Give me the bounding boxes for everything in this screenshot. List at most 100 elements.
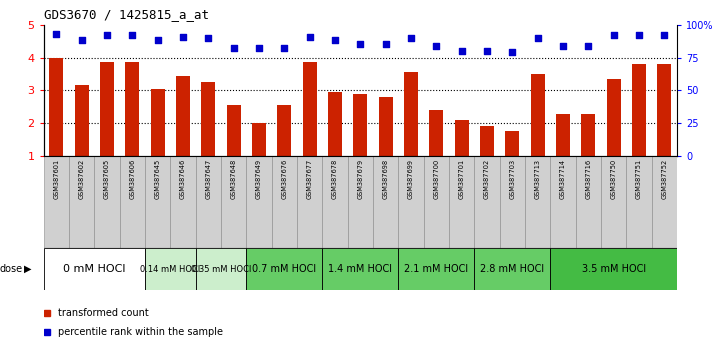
Text: ▶: ▶ bbox=[24, 264, 31, 274]
Text: GSM387605: GSM387605 bbox=[104, 159, 110, 199]
Text: 2.8 mM HOCl: 2.8 mM HOCl bbox=[480, 264, 545, 274]
Point bbox=[202, 35, 214, 41]
Text: GSM387702: GSM387702 bbox=[484, 159, 490, 199]
Bar bbox=[475, 156, 499, 248]
Bar bbox=[556, 114, 570, 156]
Point bbox=[582, 43, 594, 48]
Text: GSM387701: GSM387701 bbox=[459, 159, 464, 199]
Bar bbox=[606, 79, 621, 156]
Text: 2.1 mM HOCl: 2.1 mM HOCl bbox=[404, 264, 468, 274]
Text: GSM387716: GSM387716 bbox=[585, 159, 591, 199]
Bar bbox=[100, 62, 114, 156]
Bar bbox=[424, 156, 449, 248]
Bar bbox=[373, 156, 398, 248]
Point bbox=[329, 38, 341, 43]
Bar bbox=[632, 64, 646, 156]
Point bbox=[253, 46, 265, 51]
Point bbox=[507, 50, 518, 55]
Point bbox=[50, 31, 62, 37]
Text: GSM387699: GSM387699 bbox=[408, 159, 414, 199]
Bar bbox=[297, 156, 323, 248]
Bar bbox=[657, 64, 671, 156]
Bar bbox=[303, 62, 317, 156]
Text: 0.7 mM HOCl: 0.7 mM HOCl bbox=[253, 264, 317, 274]
Text: GSM387750: GSM387750 bbox=[611, 159, 617, 199]
Bar bbox=[449, 156, 475, 248]
Bar bbox=[202, 82, 215, 156]
Bar bbox=[550, 156, 576, 248]
Text: GSM387751: GSM387751 bbox=[636, 159, 642, 199]
Bar bbox=[246, 156, 272, 248]
Bar bbox=[221, 156, 246, 248]
Text: GSM387606: GSM387606 bbox=[130, 159, 135, 199]
Bar bbox=[480, 126, 494, 156]
Text: GSM387752: GSM387752 bbox=[661, 159, 668, 199]
Bar bbox=[272, 156, 297, 248]
Text: GSM387700: GSM387700 bbox=[433, 159, 440, 199]
Point bbox=[380, 41, 392, 47]
Bar bbox=[505, 131, 519, 156]
Point bbox=[279, 46, 290, 51]
Point bbox=[127, 33, 138, 38]
Bar bbox=[323, 156, 348, 248]
Bar bbox=[550, 248, 677, 290]
Bar bbox=[69, 156, 95, 248]
Bar bbox=[328, 92, 342, 156]
Bar bbox=[145, 156, 170, 248]
Bar bbox=[601, 156, 626, 248]
Text: GSM387713: GSM387713 bbox=[534, 159, 541, 199]
Bar bbox=[277, 105, 291, 156]
Point bbox=[481, 48, 493, 54]
Bar bbox=[44, 248, 145, 290]
Point bbox=[608, 33, 620, 38]
Point bbox=[76, 38, 87, 43]
Bar bbox=[50, 57, 63, 156]
Bar bbox=[525, 156, 550, 248]
Bar bbox=[531, 74, 545, 156]
Point bbox=[430, 43, 442, 48]
Text: GSM387679: GSM387679 bbox=[357, 159, 363, 199]
Bar bbox=[151, 88, 165, 156]
Bar bbox=[430, 110, 443, 156]
Point bbox=[304, 34, 315, 39]
Text: GSM387677: GSM387677 bbox=[306, 159, 313, 199]
Point bbox=[228, 46, 240, 51]
Text: GSM387646: GSM387646 bbox=[180, 159, 186, 199]
Text: percentile rank within the sample: percentile rank within the sample bbox=[58, 327, 223, 337]
Text: 0.35 mM HOCl: 0.35 mM HOCl bbox=[191, 264, 251, 274]
Bar bbox=[125, 62, 139, 156]
Bar bbox=[246, 248, 323, 290]
Point bbox=[456, 48, 467, 54]
Text: 1.4 mM HOCl: 1.4 mM HOCl bbox=[328, 264, 392, 274]
Text: GSM387648: GSM387648 bbox=[231, 159, 237, 199]
Bar bbox=[353, 93, 368, 156]
Bar bbox=[455, 120, 469, 156]
Bar bbox=[145, 248, 196, 290]
Text: GSM387601: GSM387601 bbox=[53, 159, 60, 199]
Text: 0 mM HOCl: 0 mM HOCl bbox=[63, 264, 126, 274]
Text: 3.5 mM HOCl: 3.5 mM HOCl bbox=[582, 264, 646, 274]
Bar bbox=[44, 156, 69, 248]
Bar bbox=[499, 156, 525, 248]
Point bbox=[152, 38, 164, 43]
Text: transformed count: transformed count bbox=[58, 308, 149, 319]
Bar bbox=[626, 156, 652, 248]
Bar bbox=[196, 248, 246, 290]
Point bbox=[101, 33, 113, 38]
Bar bbox=[252, 123, 266, 156]
Text: GSM387602: GSM387602 bbox=[79, 159, 84, 199]
Bar bbox=[398, 248, 475, 290]
Bar bbox=[576, 156, 601, 248]
Text: GSM387645: GSM387645 bbox=[154, 159, 161, 199]
Point bbox=[177, 34, 189, 39]
Text: GSM387703: GSM387703 bbox=[510, 159, 515, 199]
Text: GDS3670 / 1425815_a_at: GDS3670 / 1425815_a_at bbox=[44, 8, 209, 21]
Point bbox=[355, 41, 366, 47]
Bar bbox=[652, 156, 677, 248]
Point bbox=[405, 35, 417, 41]
Text: dose: dose bbox=[0, 264, 23, 274]
Text: GSM387698: GSM387698 bbox=[383, 159, 389, 199]
Bar bbox=[475, 248, 550, 290]
Bar bbox=[404, 72, 418, 156]
Bar bbox=[348, 156, 373, 248]
